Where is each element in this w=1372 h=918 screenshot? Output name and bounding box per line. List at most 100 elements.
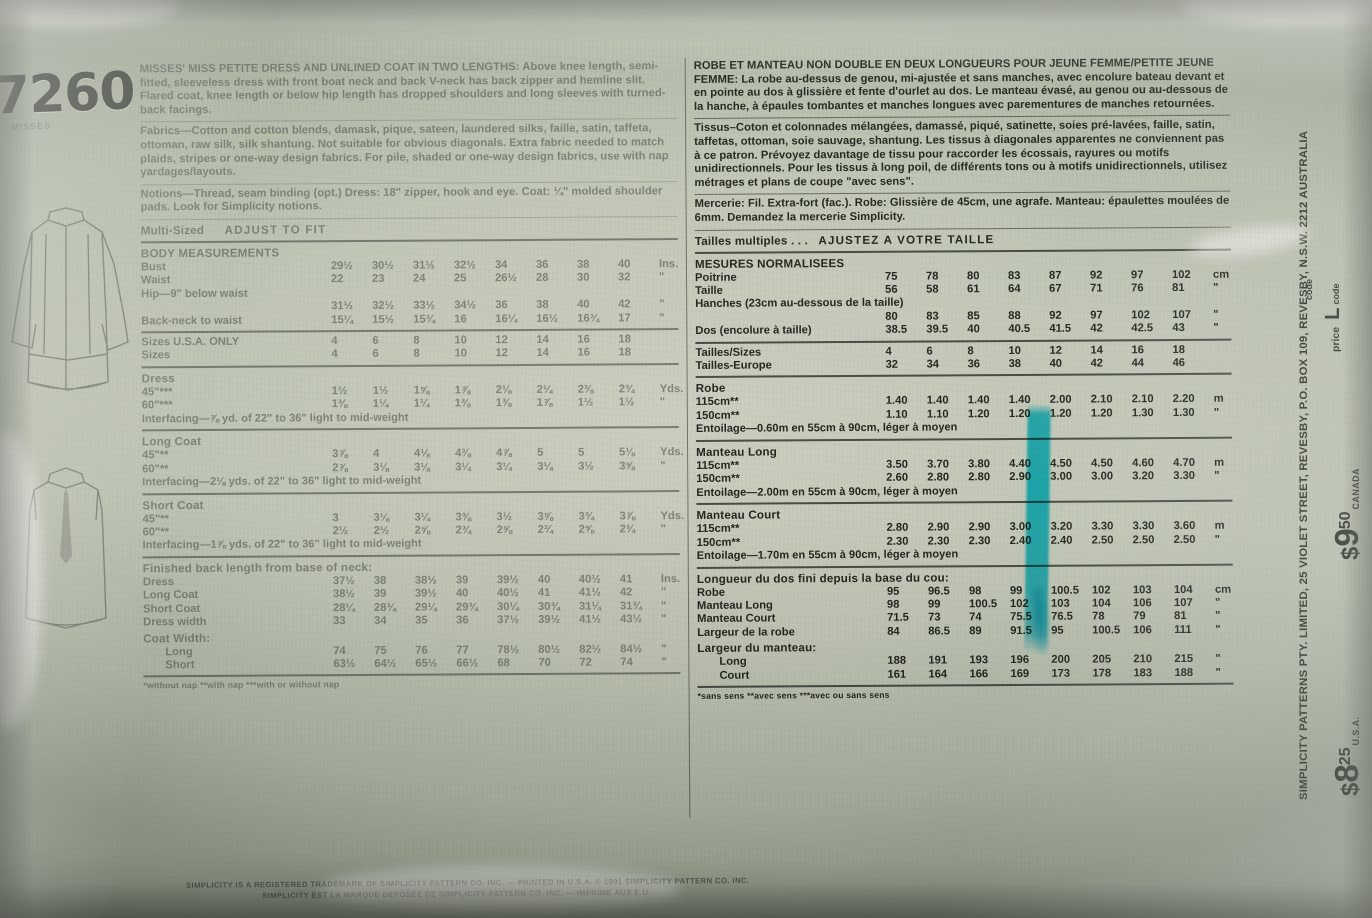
row-value: 1.10 <box>926 408 949 421</box>
row-value: 1.20 <box>967 407 990 421</box>
price-canada-country: CANADA <box>1351 468 1361 510</box>
price-usa-country: U.S.A. <box>1351 716 1361 746</box>
row-value: 40 <box>1049 357 1063 370</box>
row-label: Largeur de la robe <box>697 626 795 639</box>
row-label: Dress width <box>143 616 207 629</box>
row-unit: " <box>1213 281 1219 294</box>
row-label: Taille <box>695 284 723 297</box>
row-value: 30½ <box>371 259 394 272</box>
row-value: 36 <box>495 299 508 312</box>
row-value: 40 <box>455 587 469 600</box>
row-value: 42 <box>618 298 631 311</box>
row-unit: " <box>660 523 666 536</box>
row-value: 4.40 <box>1009 457 1031 470</box>
row-value: 4 <box>885 345 892 358</box>
french-fabrics: Tissus–Coton et colonnades mélangées, da… <box>694 119 1228 189</box>
row-value: 40.5 <box>1008 323 1031 336</box>
row-value: 37½ <box>332 575 355 588</box>
row-value: 35 <box>415 614 428 627</box>
row-value: 2¾ <box>537 523 554 536</box>
row-value: 28 <box>535 272 549 285</box>
row-label: 115cm** <box>696 459 740 472</box>
row-value: 2.90 <box>968 521 991 534</box>
row-value: 38 <box>1008 357 1022 371</box>
row-label: Long Coat <box>142 589 199 602</box>
row-unit: m <box>1214 456 1225 469</box>
row-value: 16 <box>577 333 590 346</box>
row-value: 96.5 <box>927 584 950 598</box>
row-value: 38.5 <box>885 323 908 336</box>
row-value: 3⅛ <box>373 511 390 524</box>
row-value: 65½ <box>415 657 438 670</box>
row-value: 103 <box>1050 597 1070 610</box>
row-label: Tailles/Sizes <box>695 346 762 359</box>
row-value: 75 <box>374 644 387 657</box>
row-value: 3¼ <box>537 460 553 473</box>
row-value: 102 <box>1091 584 1111 597</box>
row-label: Manteau Court <box>697 612 776 626</box>
row-value: 42 <box>1090 357 1104 370</box>
row-value: 107 <box>1173 596 1193 610</box>
row-value: 12 <box>495 334 508 347</box>
row-unit: " <box>1213 321 1219 334</box>
row-value: 196 <box>1010 654 1030 667</box>
row-value: 46 <box>1172 356 1186 370</box>
row-value: 100.5 <box>1092 624 1121 637</box>
row-value: 84½ <box>620 642 643 656</box>
row-value: 4 <box>331 348 338 361</box>
row-value: 3.00 <box>1009 521 1032 534</box>
row-value: 81 <box>1174 610 1187 623</box>
row-value: 111 <box>1174 623 1192 636</box>
english-adjust-to-fit: ADJUST TO FIT <box>224 223 327 237</box>
row-value: 1.40 <box>967 394 990 407</box>
row-value: 10 <box>454 334 467 347</box>
row-value <box>618 285 659 299</box>
row-value: 71.5 <box>887 612 909 625</box>
row-value: 1⅜ <box>454 397 471 410</box>
row-value: 38 <box>576 258 590 271</box>
row-value: 3¼ <box>414 511 431 524</box>
row-unit: Yds. <box>660 446 684 459</box>
row-unit: " <box>1214 469 1220 482</box>
row-value: 63½ <box>333 658 356 671</box>
row-value: 38 <box>536 298 549 312</box>
row-value <box>577 285 618 299</box>
row-value: 1⅝ <box>413 384 430 397</box>
manufacturer-address: SIMPLICITY PATTERNS PTY. LIMITED, 25 VIO… <box>1298 130 1310 800</box>
row-value: 32 <box>885 358 899 371</box>
row-value: 4⅞ <box>496 447 512 460</box>
row-value: 205 <box>1092 653 1112 666</box>
interfacing-note: Entoilage—0.60m en 55cm à 90cm, léger à … <box>695 421 958 436</box>
row-value: 14 <box>536 347 549 360</box>
row-value: 4 <box>373 448 380 461</box>
row-value: 2.90 <box>927 521 950 534</box>
row-value: 95 <box>886 585 900 598</box>
row-value: 2.80 <box>886 521 909 534</box>
row-value: 31¼ <box>578 600 601 613</box>
row-value: 1.30 <box>1131 406 1154 420</box>
row-value: 3.00 <box>1091 470 1114 483</box>
row-value: 3⅞ <box>619 509 636 523</box>
row-value: 78½ <box>497 643 520 656</box>
row-value: 3.00 <box>1050 470 1073 483</box>
row-value: 3.60 <box>1173 520 1196 533</box>
french-column: ROBE ET MANTEAU NON DOUBLE EN DEUX LONGU… <box>684 54 1245 818</box>
row-value: 215 <box>1174 653 1194 666</box>
row-value: 3⅝ <box>537 510 554 523</box>
row-value: 169 <box>1010 667 1030 680</box>
price-code-sub: code <box>1331 283 1341 305</box>
row-value: 16 <box>1131 343 1144 356</box>
row-value: 1.20 <box>1090 407 1113 420</box>
row-value: 58 <box>926 283 939 296</box>
row-value: 97 <box>1130 268 1144 281</box>
row-value: 37½ <box>497 614 519 627</box>
yardage-table: 115cm** 2.80 2.90 2.90 3.00 3.20 3.30 3.30 3.60 m… <box>697 520 1245 550</box>
row-value: 1½ <box>577 396 594 409</box>
row-value: 39.5 <box>926 323 949 336</box>
row-value: 2.00 <box>1049 394 1072 407</box>
row-unit: " <box>1215 610 1221 623</box>
row-value: 87 <box>1048 269 1062 282</box>
row-value: 44 <box>1131 357 1145 370</box>
row-label: Long <box>719 655 747 669</box>
